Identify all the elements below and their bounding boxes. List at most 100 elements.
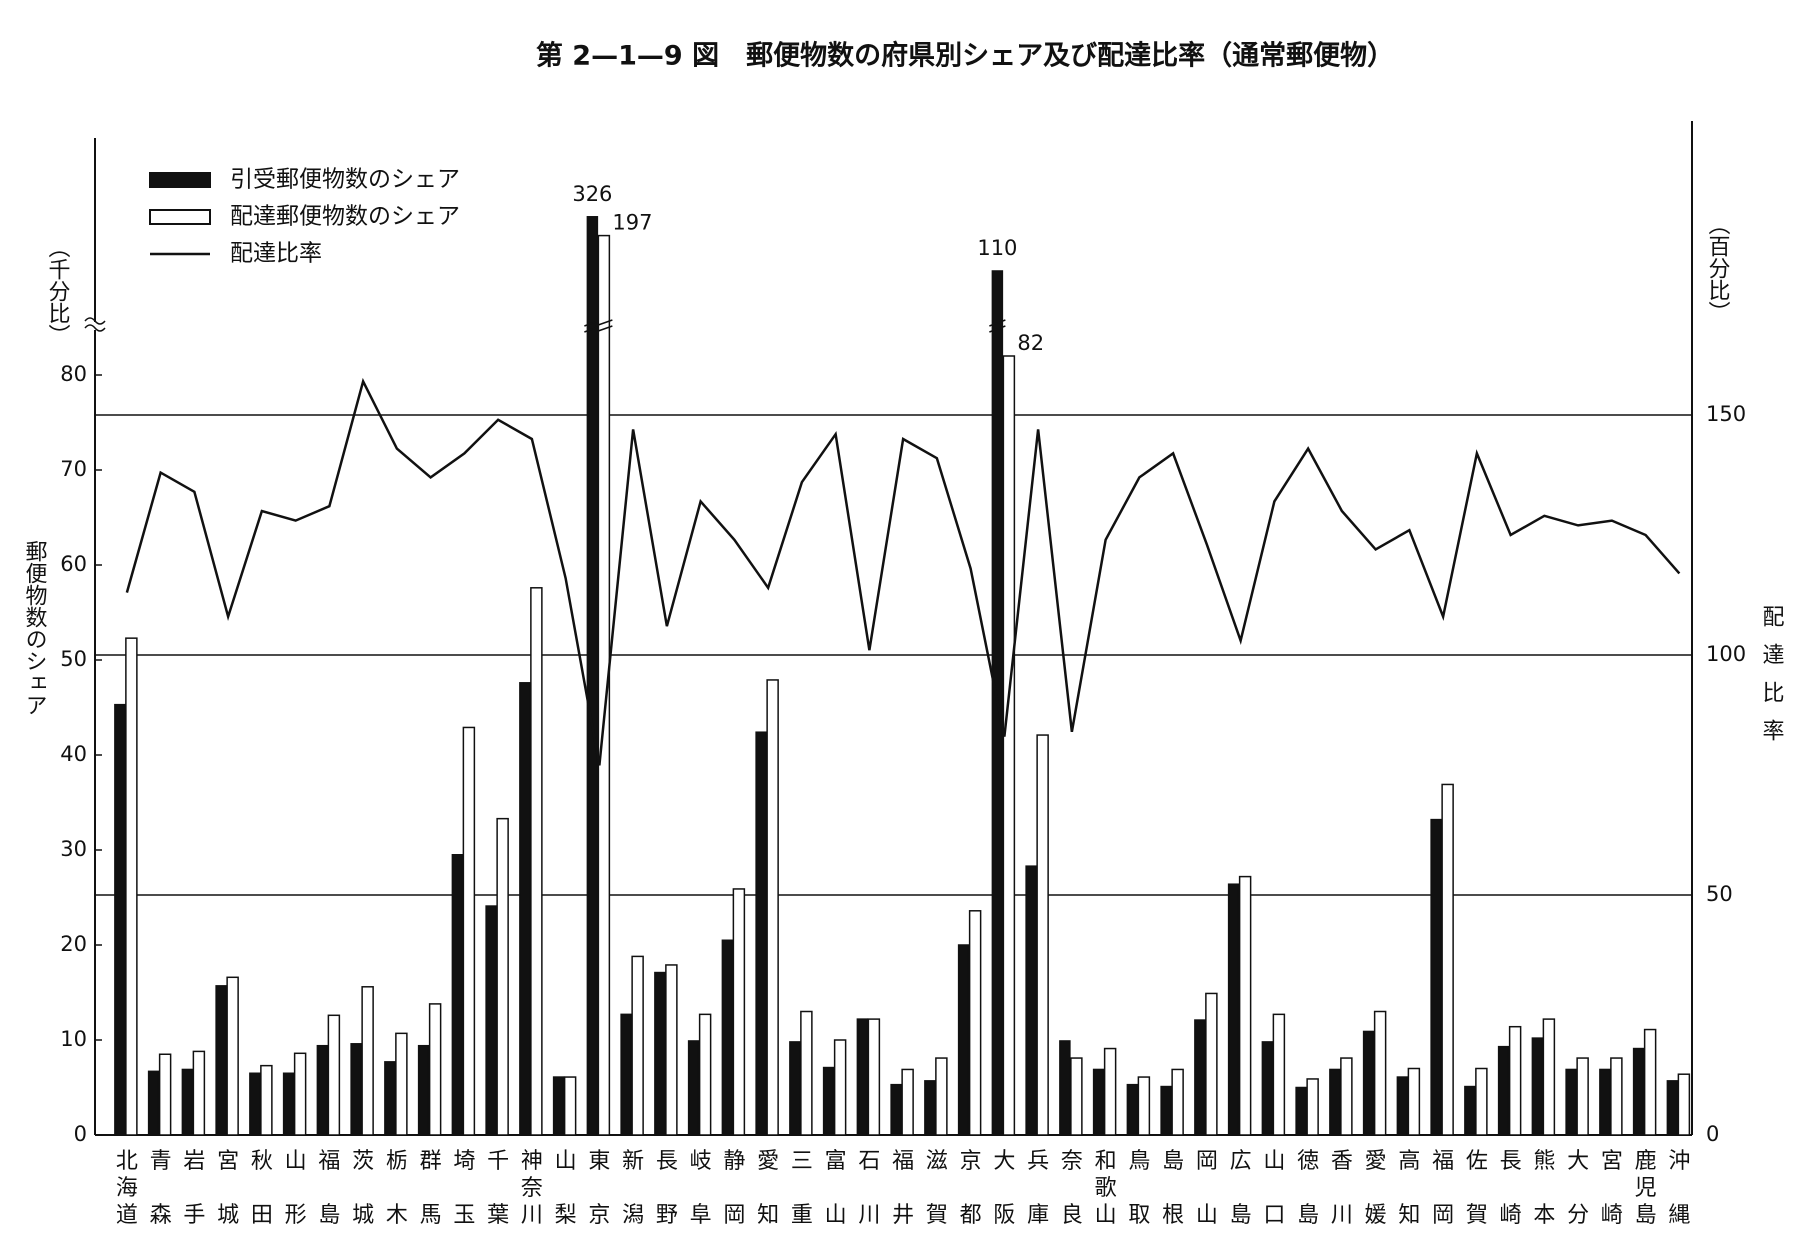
x-tick-label: 福岡 (1432, 1149, 1454, 1228)
bar (282, 1072, 295, 1136)
x-tick-label: 栃木 (386, 1149, 408, 1228)
bar (384, 1061, 396, 1136)
bar (1565, 1068, 1577, 1136)
bar (1475, 1067, 1488, 1136)
bar (1464, 1085, 1476, 1136)
axis-break-gap (89, 322, 101, 330)
bar (1329, 1068, 1341, 1136)
bar (1610, 1057, 1623, 1136)
bar (1643, 1028, 1657, 1136)
bar (687, 1040, 700, 1136)
bar (935, 1057, 948, 1136)
x-tick-label: 兵庫 (1027, 1149, 1049, 1228)
bar (631, 955, 644, 1136)
y2-tick-label: 50 (1706, 882, 1733, 906)
x-tick-label: 福井 (892, 1149, 914, 1228)
bar (867, 1018, 881, 1136)
x-tick-label: 山形 (285, 1149, 307, 1228)
x-tick-label: 北海道 (116, 1149, 138, 1228)
y2-tick-label: 0 (1706, 1122, 1719, 1146)
x-tick-label: 秋田 (251, 1149, 273, 1228)
bar (597, 234, 611, 1136)
bar (890, 1083, 902, 1136)
bar (316, 1044, 329, 1136)
x-tick-label: 群馬 (420, 1149, 442, 1228)
x-tick-label: 神奈川 (521, 1149, 543, 1228)
bar (721, 939, 734, 1136)
bar (1542, 1018, 1556, 1136)
x-tick-label: 山口 (1263, 1149, 1285, 1228)
bar-break (989, 319, 1006, 333)
x-tick-label: 青森 (150, 1149, 172, 1228)
x-tick-label: 三重 (791, 1149, 813, 1228)
bar (1362, 1030, 1375, 1136)
bar (249, 1072, 261, 1136)
bar (620, 1013, 632, 1136)
bar (1497, 1045, 1510, 1136)
bar (1677, 1073, 1691, 1136)
x-tick-label: 山梨 (555, 1149, 577, 1228)
bar-break (595, 319, 613, 333)
bar (957, 944, 970, 1136)
y-unit: （千分比） (45, 236, 71, 346)
x-tick-label: 滋賀 (926, 1149, 948, 1228)
bar (755, 731, 767, 1136)
bar (1373, 1010, 1387, 1136)
bar (1261, 1041, 1274, 1136)
bar (1171, 1068, 1184, 1136)
line (125, 377, 1681, 766)
legend-swatch (149, 172, 211, 188)
axis-break (84, 317, 106, 332)
x-tick-label: 愛知 (757, 1149, 779, 1228)
bar (1599, 1068, 1611, 1136)
bar (1002, 355, 1016, 1136)
bar (1666, 1080, 1679, 1136)
data-label: 326 (572, 182, 612, 206)
y-tick-label: 10 (60, 1027, 87, 1051)
y2-axis-label: 配達比率 (1759, 605, 1785, 757)
x-tick-label: 高知 (1398, 1149, 1420, 1228)
bar (1576, 1057, 1589, 1136)
bar (462, 726, 476, 1136)
bar (800, 1010, 813, 1136)
bar (654, 971, 666, 1136)
x-tick-label: 静岡 (723, 1149, 745, 1228)
bar (1407, 1067, 1421, 1136)
x-tick-label: 千葉 (487, 1149, 509, 1228)
bar (1632, 1047, 1645, 1136)
bar (1205, 992, 1218, 1136)
y-tick-label: 20 (60, 932, 87, 956)
x-tick-label: 長野 (656, 1149, 678, 1228)
bar (1059, 1040, 1071, 1136)
x-tick-label: 和歌山 (1095, 1149, 1117, 1228)
bar (350, 1043, 362, 1136)
bar (181, 1068, 194, 1136)
bar (698, 1013, 712, 1136)
x-tick-label: 福島 (318, 1149, 340, 1228)
bar (552, 1076, 565, 1136)
y2-tick-label: 150 (1706, 402, 1746, 426)
bar (586, 216, 599, 1136)
bar (1272, 1013, 1286, 1136)
x-tick-label: 愛媛 (1365, 1149, 1387, 1228)
bar (293, 1052, 307, 1136)
x-tick-label: 奈良 (1061, 1149, 1083, 1228)
y2-unit: （百分比） (1705, 213, 1731, 323)
bar (1036, 734, 1049, 1136)
bar (1306, 1078, 1319, 1136)
x-tick-label: 島根 (1162, 1149, 1184, 1228)
x-tick-label: 鹿児島 (1635, 1149, 1657, 1228)
y-tick-label: 40 (60, 742, 87, 766)
bar (1160, 1085, 1172, 1136)
y-tick-label: 70 (60, 457, 87, 481)
bar (361, 986, 374, 1136)
x-tick-label: 新潟 (622, 1149, 644, 1228)
y-tick-label: 80 (60, 362, 87, 386)
chart-title: 第 2—1—9 図 郵便物数の府県別シェア及び配達比率（通常郵便物） (536, 40, 1394, 72)
bar (1531, 1037, 1544, 1136)
x-tick-label: 熊本 (1533, 1149, 1555, 1228)
legend-swatch (149, 209, 211, 225)
bar (1092, 1068, 1105, 1136)
data-label: 82 (1017, 331, 1044, 355)
